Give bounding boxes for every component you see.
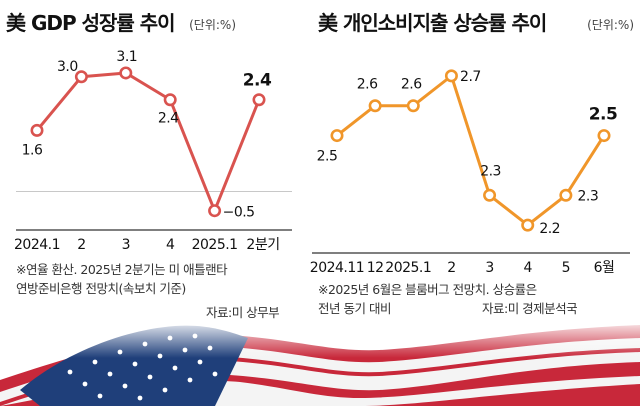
left-x-tick-label: 3 — [122, 237, 130, 253]
left-value-label: 2.4 — [158, 111, 179, 127]
left-series-line — [35, 71, 261, 213]
right-footnote: ※2025년 6월은 블룸버그 전망치. 상승률은 전년 동기 대비 — [318, 280, 537, 318]
right-data-point — [368, 99, 382, 113]
left-data-point — [119, 66, 133, 80]
left-chart-panel: 美 GDP 성장률 추이 (단위:%) 2024.1 2 3 4 2025.1 2분기 1… — [6, 11, 292, 253]
right-value-label: 2.5 — [317, 149, 338, 165]
right-data-point — [330, 129, 344, 143]
right-value-label: 2.6 — [401, 77, 422, 93]
left-x-tick-label: 2분기 — [246, 237, 279, 253]
left-value-label: 3.0 — [57, 59, 78, 75]
left-x-tick-label: 2024.1 — [14, 237, 60, 253]
right-x-ticks: 2024.11 12 2025.1 2 3 4 5 6월 — [310, 260, 615, 276]
right-value-label: 2.3 — [480, 163, 501, 179]
right-x-tick-label: 12 — [367, 260, 384, 276]
left-footnote-line: 연방준비은행 전망치(속보치 기준) — [16, 281, 186, 296]
left-data-point — [208, 204, 222, 218]
right-value-label: 2.6 — [357, 77, 378, 93]
right-value-label: 2.5 — [589, 105, 618, 125]
left-source: 자료:미 상무부 — [206, 305, 280, 320]
right-series-line — [336, 74, 606, 227]
left-value-label: 3.1 — [116, 49, 137, 65]
left-data-point — [252, 93, 266, 107]
left-unit-label: (단위:%) — [189, 18, 236, 32]
right-value-label: 2.7 — [460, 69, 481, 85]
right-chart-panel: 美 개인소비지출 상승률 추이 (단위:%) 2024.11 12 2025.1 2 3… — [310, 11, 634, 276]
right-chart-title: 美 개인소비지출 상승률 추이 — [318, 11, 546, 35]
right-x-tick-label: 5 — [562, 260, 570, 276]
right-x-tick-label: 2024.11 — [310, 260, 364, 276]
right-x-tick-label: 2025.1 — [385, 260, 431, 276]
right-value-label: 2.3 — [577, 188, 598, 204]
left-x-tick-label: 2025.1 — [192, 237, 238, 253]
left-data-point — [163, 93, 177, 107]
right-data-point — [521, 218, 535, 232]
right-footnote-line: 전년 동기 대비 — [318, 301, 391, 316]
left-footnote: ※연율 환산. 2025년 2분기는 미 애틀랜타 연방준비은행 전망치(속보치… — [16, 260, 228, 298]
left-data-point — [30, 123, 44, 137]
left-x-tick-label: 4 — [166, 237, 175, 253]
left-footnote-line: ※연율 환산. 2025년 2분기는 미 애틀랜타 — [16, 262, 228, 277]
right-data-point — [597, 129, 611, 143]
left-value-label: 2.4 — [243, 71, 272, 91]
left-data-point — [74, 70, 88, 84]
left-value-label: −0.5 — [223, 205, 255, 221]
right-data-line: 2.5 2.6 2.6 2.7 2.3 2.2 2.3 2.5 — [317, 69, 618, 237]
left-value-label: 1.6 — [22, 142, 43, 158]
right-value-label: 2.2 — [539, 221, 560, 237]
right-x-tick-label: 4 — [524, 260, 533, 276]
left-chart-title: 美 GDP 성장률 추이 — [6, 11, 175, 35]
right-data-point — [406, 99, 420, 113]
right-data-point — [483, 188, 497, 202]
right-x-tick-label: 2 — [447, 260, 455, 276]
us-flag-illustration — [0, 318, 640, 406]
right-data-point — [444, 69, 458, 83]
left-data-line: 1.6 3.0 3.1 2.4 −0.5 2.4 — [22, 49, 273, 221]
right-x-tick-label: 3 — [485, 260, 493, 276]
right-x-tick-label: 6월 — [594, 260, 615, 276]
right-source: 자료:미 경제분석국 — [482, 301, 578, 316]
left-x-ticks: 2024.1 2 3 4 2025.1 2분기 — [14, 237, 280, 253]
left-x-tick-label: 2 — [77, 237, 85, 253]
right-footnote-line: ※2025년 6월은 블룸버그 전망치. 상승률은 — [318, 282, 537, 297]
right-unit-label: (단위:%) — [587, 18, 634, 32]
right-data-point — [559, 188, 573, 202]
